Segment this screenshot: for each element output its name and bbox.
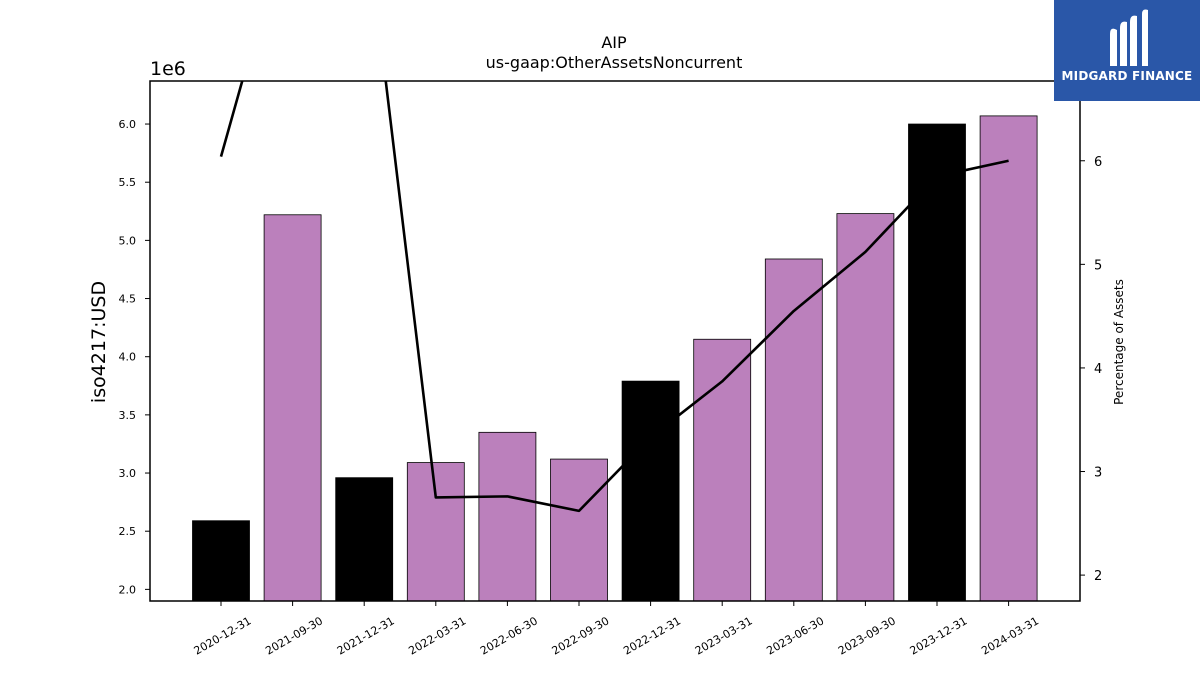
y-tick-label: 6.0 <box>119 118 137 131</box>
y2-tick-label: 4 <box>1094 362 1102 377</box>
x-tick-label: 2022-09-30 <box>550 614 612 657</box>
y-tick-label: 4.5 <box>119 293 137 306</box>
chart-subtitle: us-gaap:OtherAssetsNoncurrent <box>486 53 743 72</box>
bar-2022-09-30 <box>550 458 608 602</box>
y2-tick-label: 6 <box>1094 155 1102 170</box>
bar-2022-12-31 <box>621 380 680 602</box>
x-tick-label: 2023-06-30 <box>764 614 826 657</box>
bar-2022-03-31 <box>406 462 465 602</box>
bar-2022-06-30 <box>478 431 537 602</box>
bar-2023-03-31 <box>693 338 752 602</box>
y-tick-label: 2.5 <box>119 525 137 538</box>
x-tick-label: 2021-12-31 <box>335 614 397 657</box>
x-tick-label: 2022-03-31 <box>406 614 468 657</box>
midgard-logo-icon <box>1110 9 1148 67</box>
bar-2021-12-31 <box>335 477 394 602</box>
plot-frame <box>149 80 1081 602</box>
y2-tick-label: 2 <box>1094 569 1102 584</box>
chart-title: AIP <box>601 33 627 52</box>
bar-2023-12-31 <box>908 123 966 602</box>
bar-2023-09-30 <box>836 213 895 602</box>
percentage-line <box>219 81 1009 513</box>
brand-logo: MIDGARD FINANCE <box>1054 0 1200 101</box>
y-tick-label: 3.0 <box>119 467 137 480</box>
y-tick-label: 5.5 <box>119 176 137 189</box>
y-axis-label: iso4217:USD <box>88 281 110 403</box>
x-tick-label: 2020-12-31 <box>192 614 254 657</box>
bar-2024-03-31 <box>979 115 1038 602</box>
y-tick-label: 5.0 <box>119 234 137 247</box>
x-tick-label: 2023-12-31 <box>908 614 970 657</box>
bar-2023-06-30 <box>764 258 823 602</box>
x-tick-label: 2023-03-31 <box>693 614 755 657</box>
x-tick-label: 2023-09-30 <box>836 614 898 657</box>
y-tick-label: 4.0 <box>119 351 137 364</box>
x-tick-label: 2022-06-30 <box>478 614 540 657</box>
y2-tick-label: 5 <box>1094 258 1102 273</box>
brand-name: MIDGARD FINANCE <box>1061 69 1193 83</box>
x-tick-label: 2024-03-31 <box>979 614 1041 657</box>
y-tick-label: 3.5 <box>119 409 137 422</box>
y-tick-label: 2.0 <box>119 583 137 596</box>
x-tick-label: 2021-09-30 <box>263 614 325 657</box>
y2-tick-label: 3 <box>1094 466 1102 481</box>
bar-2020-12-31 <box>192 520 250 602</box>
y-offset-label: 1e6 <box>150 58 186 80</box>
y2-axis-label: Percentage of Assets <box>1112 279 1126 405</box>
bars-group <box>192 115 1038 602</box>
percentage-line-group <box>219 81 1009 513</box>
x-tick-label: 2022-12-31 <box>621 614 683 657</box>
bar-2021-09-30 <box>263 214 322 602</box>
